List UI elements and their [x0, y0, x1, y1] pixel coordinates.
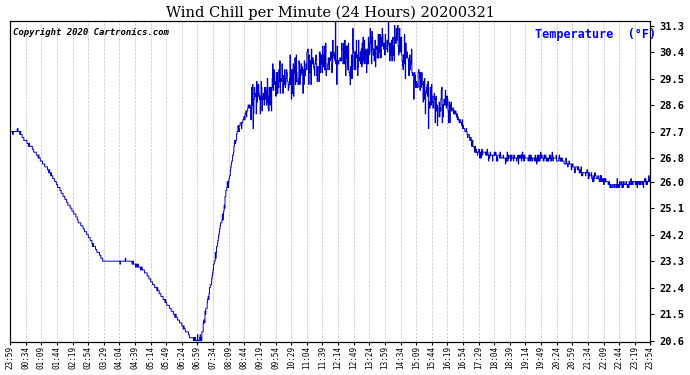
Text: Copyright 2020 Cartronics.com: Copyright 2020 Cartronics.com — [13, 27, 169, 36]
Title: Wind Chill per Minute (24 Hours) 20200321: Wind Chill per Minute (24 Hours) 2020032… — [166, 6, 495, 20]
Text: Temperature  (°F): Temperature (°F) — [535, 27, 656, 40]
